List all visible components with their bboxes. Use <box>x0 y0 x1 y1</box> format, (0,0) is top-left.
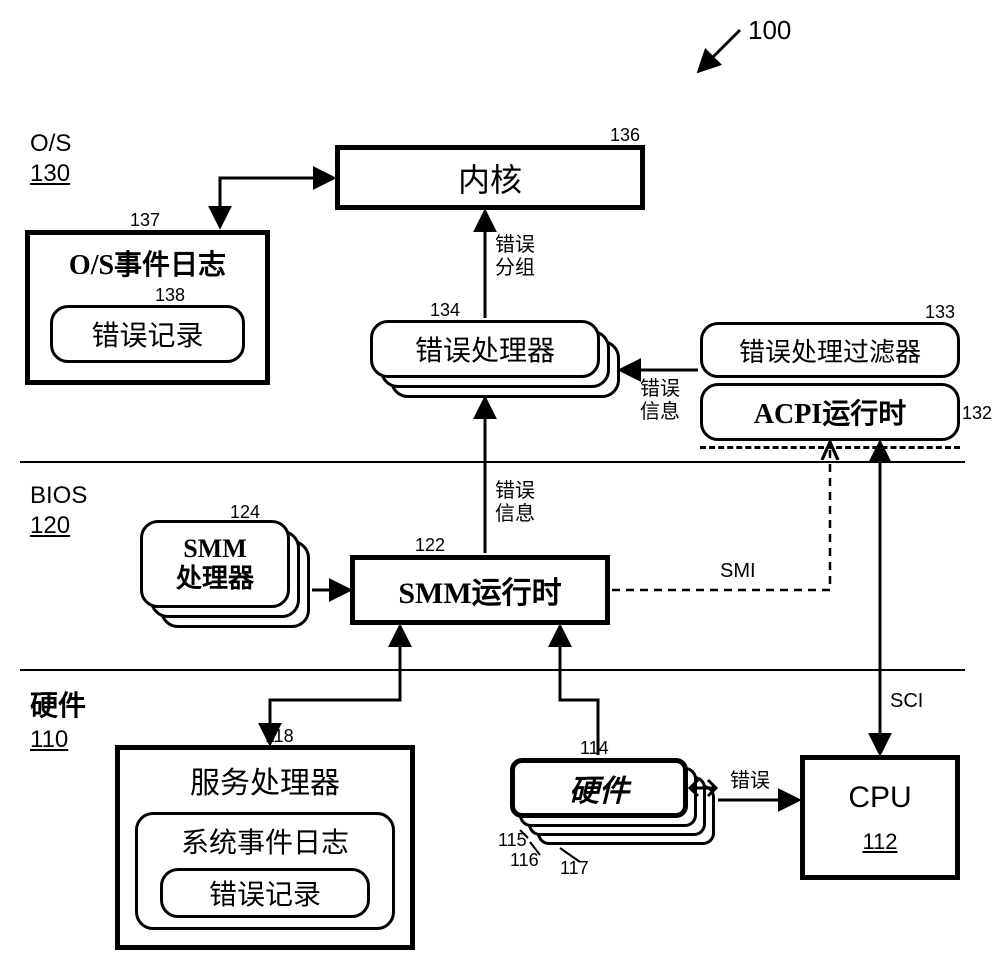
cpu-num: 112 <box>862 829 897 855</box>
smm-handler-box: SMM 处理器 <box>140 520 290 608</box>
acpi-dashed-divider <box>700 446 960 449</box>
err-handler-num: 134 <box>430 300 460 321</box>
edge-err-group: 错误 分组 <box>495 234 535 280</box>
os-err-record-box: 错误记录 <box>50 305 245 363</box>
hw-stack-label: 硬件 <box>569 766 629 810</box>
svc-proc-label: 服务处理器 <box>190 758 340 802</box>
acpi-runtime-num: 132 <box>962 403 992 424</box>
layer-hw-label: 硬件 <box>30 690 86 721</box>
sys-event-log-label: 系统事件日志 <box>181 821 349 861</box>
edge-err-info-1: 错误 信息 <box>495 480 535 526</box>
os-err-record-num: 138 <box>155 285 185 306</box>
figure-ref-num: 100 <box>748 15 791 46</box>
err-filter-num: 133 <box>925 302 955 323</box>
smm-handler-label: SMM 处理器 <box>176 534 254 594</box>
os-event-log-num: 137 <box>130 210 160 231</box>
err-filter-box: 错误处理过滤器 <box>700 322 960 378</box>
sys-err-record-box: 错误记录 <box>160 868 370 918</box>
os-err-record-label: 错误记录 <box>91 314 203 354</box>
sys-err-record-label: 错误记录 <box>209 873 321 913</box>
layer-bios-num: 120 <box>30 512 87 540</box>
kernel-box: 内核 <box>335 145 645 210</box>
err-handler-box: 错误处理器 <box>370 320 600 378</box>
divider-bios-hw <box>20 669 965 671</box>
os-event-log-label: O/S事件日志 <box>69 243 226 283</box>
edge-err-info-2: 错误 信息 <box>640 378 680 424</box>
layer-hw: 硬件 110 <box>30 684 86 754</box>
err-handler-label: 错误处理器 <box>415 329 555 369</box>
layer-hw-num: 110 <box>30 726 86 754</box>
cpu-label: CPU <box>848 781 911 815</box>
smm-runtime-box: SMM运行时 <box>350 555 610 625</box>
kernel-num: 136 <box>610 125 640 146</box>
layer-os-label: O/S <box>30 130 71 157</box>
layer-os-num: 130 <box>30 160 71 188</box>
hw-stack-num: 114 <box>580 738 609 759</box>
hw-stack-box: 硬件 <box>510 758 688 818</box>
hw-stack-extra-2: 117 <box>560 858 589 879</box>
smm-runtime-num: 122 <box>415 535 445 556</box>
smm-handler-num: 124 <box>230 502 260 523</box>
edge-sci: SCI <box>890 690 923 713</box>
layer-bios-label: BIOS <box>30 482 87 509</box>
kernel-label: 内核 <box>458 155 522 201</box>
layer-os: O/S 130 <box>30 130 71 188</box>
acpi-runtime-box: ACPI运行时 <box>700 383 960 441</box>
edge-error: 错误 <box>730 770 770 793</box>
svc-proc-num: 118 <box>265 726 294 747</box>
hw-stack-extra-1: 116 <box>510 850 539 871</box>
layer-bios: BIOS 120 <box>30 482 87 540</box>
divider-os-bios <box>20 461 965 463</box>
acpi-runtime-label: ACPI运行时 <box>754 392 906 432</box>
err-filter-label: 错误处理过滤器 <box>739 332 921 369</box>
cpu-box: CPU 112 <box>800 755 960 880</box>
edge-smi: SMI <box>720 560 756 583</box>
hw-stack-extra-0: 115 <box>498 830 527 851</box>
smm-runtime-label: SMM运行时 <box>398 568 561 612</box>
